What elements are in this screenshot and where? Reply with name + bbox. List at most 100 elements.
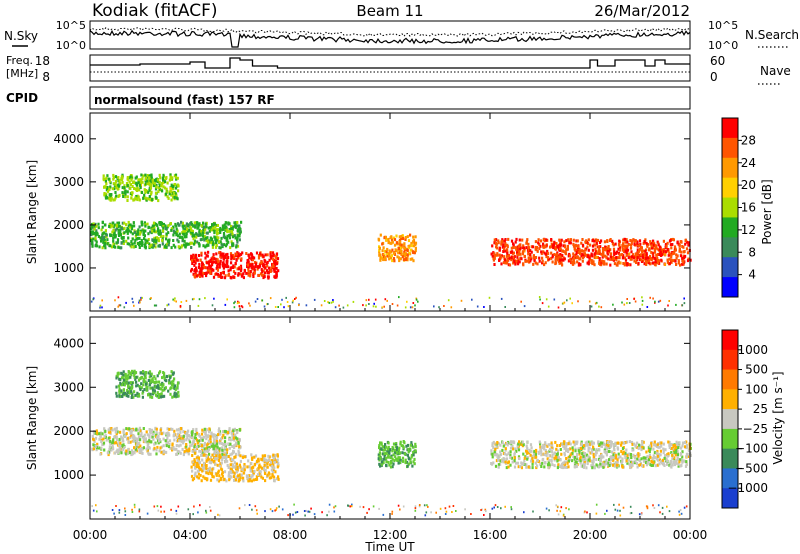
heatmap-cell	[638, 248, 641, 252]
heatmap-cell	[163, 394, 166, 398]
heatmap-cell	[206, 446, 209, 450]
heatmap-cell	[406, 258, 409, 262]
heatmap-cell	[559, 255, 562, 259]
heatmap-cell	[162, 450, 165, 454]
heatmap-cell	[510, 456, 513, 460]
heatmap-cell	[118, 389, 121, 393]
colorbar-tick-label: 8	[748, 245, 756, 259]
heatmap-cell	[669, 461, 672, 465]
heatmap-cell	[614, 443, 617, 447]
heatmap-cell	[625, 448, 628, 452]
heatmap-cell	[186, 433, 189, 437]
heatmap-cell	[258, 465, 261, 468]
heatmap-cell	[131, 435, 134, 439]
noise-speckle	[197, 304, 200, 307]
heatmap-cell	[682, 262, 685, 266]
heatmap-cell	[643, 262, 646, 266]
heatmap-cell	[651, 463, 654, 467]
heatmap-cell	[686, 455, 690, 458]
heatmap-cell	[539, 462, 542, 466]
heatmap-cell	[148, 176, 151, 180]
heatmap-cell	[602, 441, 605, 445]
heatmap-cell	[636, 256, 639, 260]
heatmap-cell	[412, 460, 415, 464]
heatmap-cell	[91, 241, 94, 245]
heatmap-cell	[166, 431, 170, 435]
heatmap-cell	[185, 232, 188, 236]
heatmap-cell	[128, 436, 131, 440]
heatmap-cell	[505, 260, 508, 264]
heatmap-cell	[661, 248, 664, 252]
heatmap-cell	[532, 256, 535, 260]
heatmap-cell	[133, 187, 136, 190]
heatmap-cell	[406, 460, 409, 464]
heatmap-cell	[115, 186, 118, 190]
heatmap-cell	[583, 252, 586, 256]
heatmap-cell	[540, 445, 543, 449]
heatmap-cell	[516, 251, 519, 255]
heatmap-cell	[143, 388, 146, 391]
heatmap-cell	[131, 242, 134, 246]
heatmap-cell	[497, 239, 500, 243]
heatmap-cell	[149, 395, 152, 399]
heatmap-cell	[192, 237, 195, 241]
heatmap-cell	[264, 253, 267, 257]
heatmap-cell	[173, 196, 176, 199]
heatmap-cell	[683, 459, 686, 463]
heatmap-cell	[157, 239, 160, 243]
heatmap-cell	[217, 429, 220, 432]
heatmap-cell	[577, 251, 580, 254]
heatmap-cell	[206, 266, 209, 270]
heatmap-cell	[169, 190, 172, 194]
noise-speckle	[90, 300, 93, 303]
heatmap-cell	[257, 274, 260, 277]
freq-left-tick-bottom: 8	[42, 70, 50, 84]
heatmap-cell	[548, 463, 551, 467]
heatmap-cell	[575, 455, 578, 459]
heatmap-cell	[591, 449, 594, 453]
heatmap-cell	[149, 381, 152, 384]
heatmap-cell	[551, 255, 554, 259]
heatmap-cell	[680, 240, 683, 244]
heatmap-cell	[118, 178, 121, 182]
heatmap-cell	[262, 264, 265, 268]
heatmap-cell	[666, 462, 669, 466]
noise-speckle	[547, 305, 550, 308]
heatmap-cell	[159, 176, 162, 180]
heatmap-cell	[270, 468, 273, 472]
heatmap-cell	[553, 241, 556, 245]
heatmap-cell	[403, 242, 406, 246]
heatmap-cell	[575, 452, 579, 456]
heatmap-cell	[145, 430, 148, 434]
heatmap-cell	[648, 444, 651, 448]
heatmap-cell	[652, 243, 655, 247]
heatmap-cell	[193, 221, 196, 225]
heatmap-cell	[517, 262, 520, 266]
heatmap-cell	[257, 457, 260, 461]
heatmap-cell	[205, 238, 208, 242]
heatmap-cell	[137, 446, 140, 450]
heatmap-cell	[657, 253, 660, 256]
heatmap-cell	[587, 238, 590, 242]
heatmap-cell	[512, 255, 515, 259]
heatmap-cell	[659, 245, 662, 249]
heatmap-cell	[391, 240, 394, 244]
heatmap-cell	[565, 444, 568, 448]
heatmap-cell	[668, 239, 672, 243]
y-tick-label: 2000	[53, 218, 84, 232]
heatmap-cell	[260, 260, 263, 264]
heatmap-cell	[650, 442, 653, 446]
heatmap-cell	[164, 186, 167, 190]
heatmap-cell	[543, 465, 546, 469]
heatmap-cell	[201, 266, 204, 270]
heatmap-cell	[592, 463, 595, 466]
heatmap-cell	[582, 444, 586, 448]
heatmap-cell	[191, 229, 194, 233]
heatmap-cell	[392, 236, 395, 240]
heatmap-cell	[160, 182, 164, 185]
heatmap-cell	[193, 242, 196, 246]
heatmap-cell	[129, 375, 132, 379]
heatmap-cell	[406, 249, 409, 253]
heatmap-cell	[681, 444, 684, 448]
heatmap-cell	[209, 456, 213, 459]
